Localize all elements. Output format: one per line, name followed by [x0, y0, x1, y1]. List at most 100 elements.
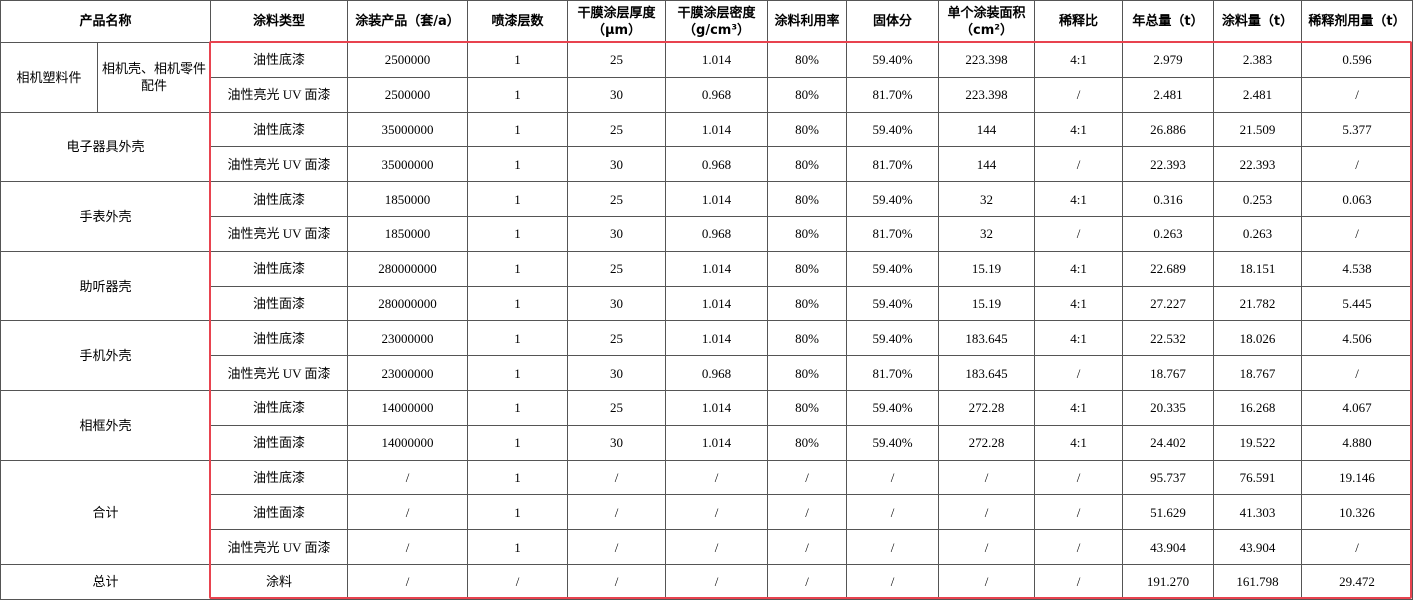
data-cell: 59.40% [846, 42, 940, 78]
data-cell: 油性底漆 [210, 459, 349, 496]
data-cell: 80% [767, 285, 848, 322]
data-cell: 1 [467, 320, 569, 357]
data-cell: 80% [767, 181, 848, 217]
data-cell: 30 [567, 355, 667, 391]
product-name: 相机塑料件 [0, 42, 98, 113]
data-cell: 272.28 [938, 424, 1036, 461]
data-cell: 0.263 [1122, 215, 1215, 252]
header-row: 产品名称 涂料类型 涂装产品（套/a） 喷漆层数 干膜涂层厚度（μm） 干膜涂层密度（g/… [0, 0, 1414, 43]
data-cell: 1 [467, 494, 569, 531]
data-cell: / [1301, 76, 1414, 113]
table-row: 手表外壳 油性底漆 1850000 1 25 1.014 80% 59.40% 32 4:1 0.3… [0, 181, 1414, 252]
data-cell: 191.270 [1122, 563, 1215, 600]
data-cell: 1 [467, 76, 569, 113]
data-cell: 0.596 [1301, 42, 1414, 78]
table-row: 总计 涂料 / / / / / / //191.270 161.798 29.472 [0, 563, 1414, 600]
data-cell: 59.40% [846, 424, 940, 461]
data-cell: 18.767 [1213, 355, 1303, 391]
data-cell: 4.506 [1301, 320, 1414, 357]
data-cell: 27.227 [1122, 285, 1215, 322]
data-cell: 59.40% [846, 250, 940, 287]
data-cell: 272.28 [938, 389, 1036, 426]
data-cell: 22.689 [1122, 250, 1215, 287]
data-cell: / [1301, 355, 1414, 391]
data-cell: 油性面漆 [210, 494, 349, 531]
data-cell: / [938, 563, 1036, 600]
data-cell: 涂料 [210, 563, 349, 600]
data-cell: / [567, 494, 667, 531]
data-cell: / [1034, 459, 1124, 496]
data-cell: 4.538 [1301, 250, 1414, 287]
data-cell: 油性底漆 [210, 389, 349, 426]
data-cell: 油性底漆 [210, 181, 349, 217]
data-cell: 14000000 [347, 424, 469, 461]
data-cell: / [1034, 494, 1124, 531]
data-cell: 24.402 [1122, 424, 1215, 461]
data-cell: 1 [467, 42, 569, 78]
data-cell: / [767, 563, 848, 600]
product-name: 手表外壳 [0, 181, 212, 252]
data-cell: 1 [467, 424, 569, 461]
header-cell: 干膜涂层厚度（μm） [567, 0, 667, 43]
data-cell: 1850000 [347, 215, 469, 252]
data-cell: 81.70% [846, 76, 940, 113]
table-row: 油性面漆 280000000 1 30 1.014 80% 59.40% 15.19 4:1 27… [1, 285, 1414, 322]
data-cell: 81.70% [846, 355, 940, 391]
table-row: 油性亮光 UV 面漆/1// / / //43.904 43.904/ [1, 529, 1414, 565]
data-cell: 59.40% [846, 111, 940, 148]
data-cell: 80% [767, 111, 848, 148]
table-row: 相框外壳 油性底漆 14000000 1 25 1.014 80% 59.40% 272.28 4… [0, 389, 1414, 461]
data-cell: 1 [467, 181, 569, 217]
data-cell: / [938, 494, 1036, 531]
table-row: 油性亮光 UV 面漆 2500000 1 30 0.968 80% 81.70% 223.39… [1, 76, 1414, 113]
table-row: 电子器具外壳 油性底漆 35000000 1 25 1.014 80% 59.40% 144 4:… [0, 111, 1414, 183]
data-cell: 油性亮光 UV 面漆 [210, 529, 349, 565]
data-cell: 95.737 [1122, 459, 1215, 496]
data-cell: 18.026 [1213, 320, 1303, 357]
data-cell: 4:1 [1034, 424, 1124, 461]
data-cell: / [665, 563, 769, 600]
data-cell: 1850000 [347, 181, 469, 217]
data-cell: / [1034, 563, 1124, 600]
data-cell: / [846, 529, 940, 565]
data-cell: 183.645 [938, 355, 1036, 391]
data-cell: 2.979 [1122, 42, 1215, 78]
data-cell: 0.968 [665, 76, 769, 113]
data-cell: 19.146 [1301, 459, 1414, 496]
data-cell: / [665, 529, 769, 565]
data-cell: 80% [767, 215, 848, 252]
data-cell: 2.481 [1213, 76, 1303, 113]
data-cell: 30 [567, 76, 667, 113]
header-cell: 干膜涂层密度（g/cm³） [665, 0, 769, 43]
data-cell: 0.063 [1301, 181, 1414, 217]
data-cell: 4.880 [1301, 424, 1414, 461]
data-cell: 油性底漆 [210, 42, 349, 78]
data-cell: 油性亮光 UV 面漆 [210, 76, 349, 113]
data-cell: 4:1 [1034, 320, 1124, 357]
data-cell: 43.904 [1122, 529, 1215, 565]
table-row: 油性亮光 UV 面漆 23000000 1 30 0.968 80% 81.70% 183.6… [1, 355, 1414, 391]
data-cell: / [665, 459, 769, 496]
data-cell: 1 [467, 215, 569, 252]
header-cell: 涂料类型 [210, 0, 349, 43]
data-cell: 1 [467, 111, 569, 148]
data-cell: 1.014 [665, 250, 769, 287]
data-cell: / [347, 459, 469, 496]
data-cell: 30 [567, 285, 667, 322]
data-cell: 22.393 [1122, 146, 1215, 183]
product-name: 总计 [0, 563, 212, 600]
data-cell: 280000000 [347, 250, 469, 287]
data-cell: 1 [467, 250, 569, 287]
data-cell: 油性面漆 [210, 285, 349, 322]
data-cell: 0.968 [665, 215, 769, 252]
data-cell: 144 [938, 111, 1036, 148]
data-cell: 80% [767, 320, 848, 357]
data-cell: / [1301, 215, 1414, 252]
data-cell: 1 [467, 146, 569, 183]
product-name: 合计 [0, 459, 212, 565]
data-cell: 76.591 [1213, 459, 1303, 496]
data-cell: 2500000 [347, 76, 469, 113]
data-cell: 280000000 [347, 285, 469, 322]
